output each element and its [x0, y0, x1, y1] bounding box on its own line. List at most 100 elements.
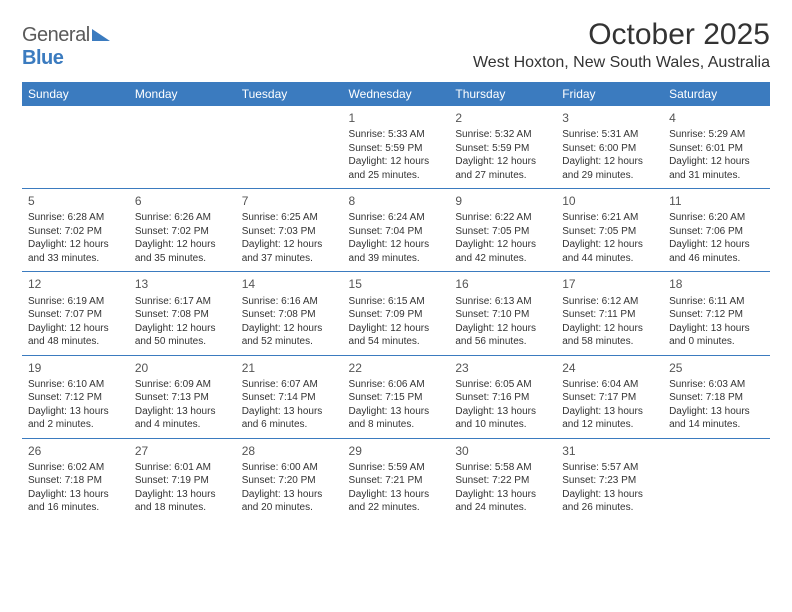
day-number: 3	[562, 110, 657, 126]
day-number: 24	[562, 360, 657, 376]
day-number: 12	[28, 276, 123, 292]
sunrise-line: Sunrise: 6:21 AM	[562, 211, 657, 225]
day-number: 9	[455, 193, 550, 209]
daylight-line-2: and 33 minutes.	[28, 252, 123, 266]
week-row: 12Sunrise: 6:19 AMSunset: 7:07 PMDayligh…	[22, 272, 770, 355]
day-cell: 18Sunrise: 6:11 AMSunset: 7:12 PMDayligh…	[663, 272, 770, 355]
sunset-line: Sunset: 7:12 PM	[669, 308, 764, 322]
day-number: 14	[242, 276, 337, 292]
header: GeneralBlue October 2025 West Hoxton, Ne…	[22, 18, 770, 78]
week-row: 1Sunrise: 5:33 AMSunset: 5:59 PMDaylight…	[22, 106, 770, 189]
daylight-line-1: Daylight: 12 hours	[135, 238, 230, 252]
day-cell: 15 Sunrise: 6:15 AMSunset: 7:09 PMDayligh…	[343, 272, 450, 355]
day-number: 22	[349, 360, 444, 376]
daylight-line-2: and 56 minutes.	[455, 335, 550, 349]
sunrise-line: Sunrise: 6:15 AM	[349, 295, 444, 309]
day-cell	[22, 106, 129, 189]
sunrise-line: Sunrise: 6:06 AM	[349, 378, 444, 392]
logo-text-blue: Blue	[22, 47, 63, 69]
sunrise-line: Sunrise: 6:04 AM	[562, 378, 657, 392]
day-cell: 1Sunrise: 5:33 AMSunset: 5:59 PMDaylight…	[343, 106, 450, 189]
sunset-line: Sunset: 7:10 PM	[455, 308, 550, 322]
daylight-line-1: Daylight: 13 hours	[562, 405, 657, 419]
day-cell: 2Sunrise: 5:32 AMSunset: 5:59 PMDaylight…	[449, 106, 556, 189]
day-number: 13	[135, 276, 230, 292]
day-cell: 19Sunrise: 6:10 AMSunset: 7:12 PMDayligh…	[22, 355, 129, 438]
location-text: West Hoxton, New South Wales, Australia	[473, 54, 770, 72]
sunrise-line: Sunrise: 6:05 AM	[455, 378, 550, 392]
day-header-row: Sunday Monday Tuesday Wednesday Thursday…	[22, 82, 770, 106]
sunrise-line: Sunrise: 6:01 AM	[135, 461, 230, 475]
sunset-line: Sunset: 7:02 PM	[135, 225, 230, 239]
day-number: 21	[242, 360, 337, 376]
sunset-line: Sunset: 7:11 PM	[562, 308, 657, 322]
daylight-line-1: Daylight: 13 hours	[28, 488, 123, 502]
day-number: 11	[669, 193, 764, 209]
sunset-line: Sunset: 7:15 PM	[349, 391, 444, 405]
sunrise-line: Sunrise: 6:10 AM	[28, 378, 123, 392]
sunrise-line: Sunrise: 6:20 AM	[669, 211, 764, 225]
daylight-line-2: and 2 minutes.	[28, 418, 123, 432]
dayhead-fri: Friday	[556, 82, 663, 106]
sunrise-line: Sunrise: 5:29 AM	[669, 128, 764, 142]
month-title: October 2025	[473, 18, 770, 52]
day-number: 23	[455, 360, 550, 376]
day-cell: 14Sunrise: 6:16 AMSunset: 7:08 PMDayligh…	[236, 272, 343, 355]
sunrise-line: Sunrise: 6:17 AM	[135, 295, 230, 309]
daylight-line-2: and 58 minutes.	[562, 335, 657, 349]
sunset-line: Sunset: 7:04 PM	[349, 225, 444, 239]
sunset-line: Sunset: 7:18 PM	[28, 474, 123, 488]
day-cell: 3Sunrise: 5:31 AMSunset: 6:00 PMDaylight…	[556, 106, 663, 189]
calendar-table: Sunday Monday Tuesday Wednesday Thursday…	[22, 82, 770, 521]
daylight-line-1: Daylight: 12 hours	[349, 238, 444, 252]
dayhead-sun: Sunday	[22, 82, 129, 106]
daylight-line-1: Daylight: 13 hours	[349, 488, 444, 502]
daylight-line-2: and 22 minutes.	[349, 501, 444, 515]
day-cell: 6Sunrise: 6:26 AMSunset: 7:02 PMDaylight…	[129, 189, 236, 272]
daylight-line-2: and 54 minutes.	[349, 335, 444, 349]
daylight-line-1: Daylight: 12 hours	[669, 238, 764, 252]
sunrise-line: Sunrise: 6:07 AM	[242, 378, 337, 392]
sunset-line: Sunset: 7:20 PM	[242, 474, 337, 488]
daylight-line-1: Daylight: 12 hours	[349, 155, 444, 169]
day-cell: 16Sunrise: 6:13 AMSunset: 7:10 PMDayligh…	[449, 272, 556, 355]
sunrise-line: Sunrise: 6:25 AM	[242, 211, 337, 225]
daylight-line-2: and 44 minutes.	[562, 252, 657, 266]
day-cell: 22Sunrise: 6:06 AMSunset: 7:15 PMDayligh…	[343, 355, 450, 438]
sunrise-line: Sunrise: 6:16 AM	[242, 295, 337, 309]
day-cell: 27Sunrise: 6:01 AMSunset: 7:19 PMDayligh…	[129, 438, 236, 521]
day-number: 26	[28, 443, 123, 459]
sunrise-line: Sunrise: 5:59 AM	[349, 461, 444, 475]
day-number: 10	[562, 193, 657, 209]
sunrise-line: Sunrise: 6:28 AM	[28, 211, 123, 225]
day-cell: 8Sunrise: 6:24 AMSunset: 7:04 PMDaylight…	[343, 189, 450, 272]
day-number: 8	[349, 193, 444, 209]
daylight-line-2: and 52 minutes.	[242, 335, 337, 349]
daylight-line-1: Daylight: 12 hours	[349, 322, 444, 336]
day-cell: 11 Sunrise: 6:20 AMSunset: 7:06 PMDayligh…	[663, 189, 770, 272]
daylight-line-1: Daylight: 13 hours	[455, 488, 550, 502]
daylight-line-1: Daylight: 13 hours	[135, 488, 230, 502]
sunrise-line: Sunrise: 6:02 AM	[28, 461, 123, 475]
sunset-line: Sunset: 7:02 PM	[28, 225, 123, 239]
daylight-line-2: and 29 minutes.	[562, 169, 657, 183]
dayhead-sat: Saturday	[663, 82, 770, 106]
daylight-line-1: Daylight: 12 hours	[455, 238, 550, 252]
logo: GeneralBlue	[22, 18, 110, 70]
sunrise-line: Sunrise: 6:09 AM	[135, 378, 230, 392]
daylight-line-2: and 37 minutes.	[242, 252, 337, 266]
day-number: 15	[349, 276, 444, 292]
sunset-line: Sunset: 7:05 PM	[562, 225, 657, 239]
sunset-line: Sunset: 7:09 PM	[349, 308, 444, 322]
day-cell: 28Sunrise: 6:00 AMSunset: 7:20 PMDayligh…	[236, 438, 343, 521]
daylight-line-1: Daylight: 12 hours	[242, 238, 337, 252]
sunset-line: Sunset: 7:23 PM	[562, 474, 657, 488]
daylight-line-1: Daylight: 12 hours	[135, 322, 230, 336]
daylight-line-1: Daylight: 12 hours	[455, 322, 550, 336]
sunrise-line: Sunrise: 5:57 AM	[562, 461, 657, 475]
daylight-line-1: Daylight: 12 hours	[242, 322, 337, 336]
sunset-line: Sunset: 7:06 PM	[669, 225, 764, 239]
day-cell: 17Sunrise: 6:12 AMSunset: 7:11 PMDayligh…	[556, 272, 663, 355]
daylight-line-1: Daylight: 13 hours	[28, 405, 123, 419]
daylight-line-2: and 20 minutes.	[242, 501, 337, 515]
